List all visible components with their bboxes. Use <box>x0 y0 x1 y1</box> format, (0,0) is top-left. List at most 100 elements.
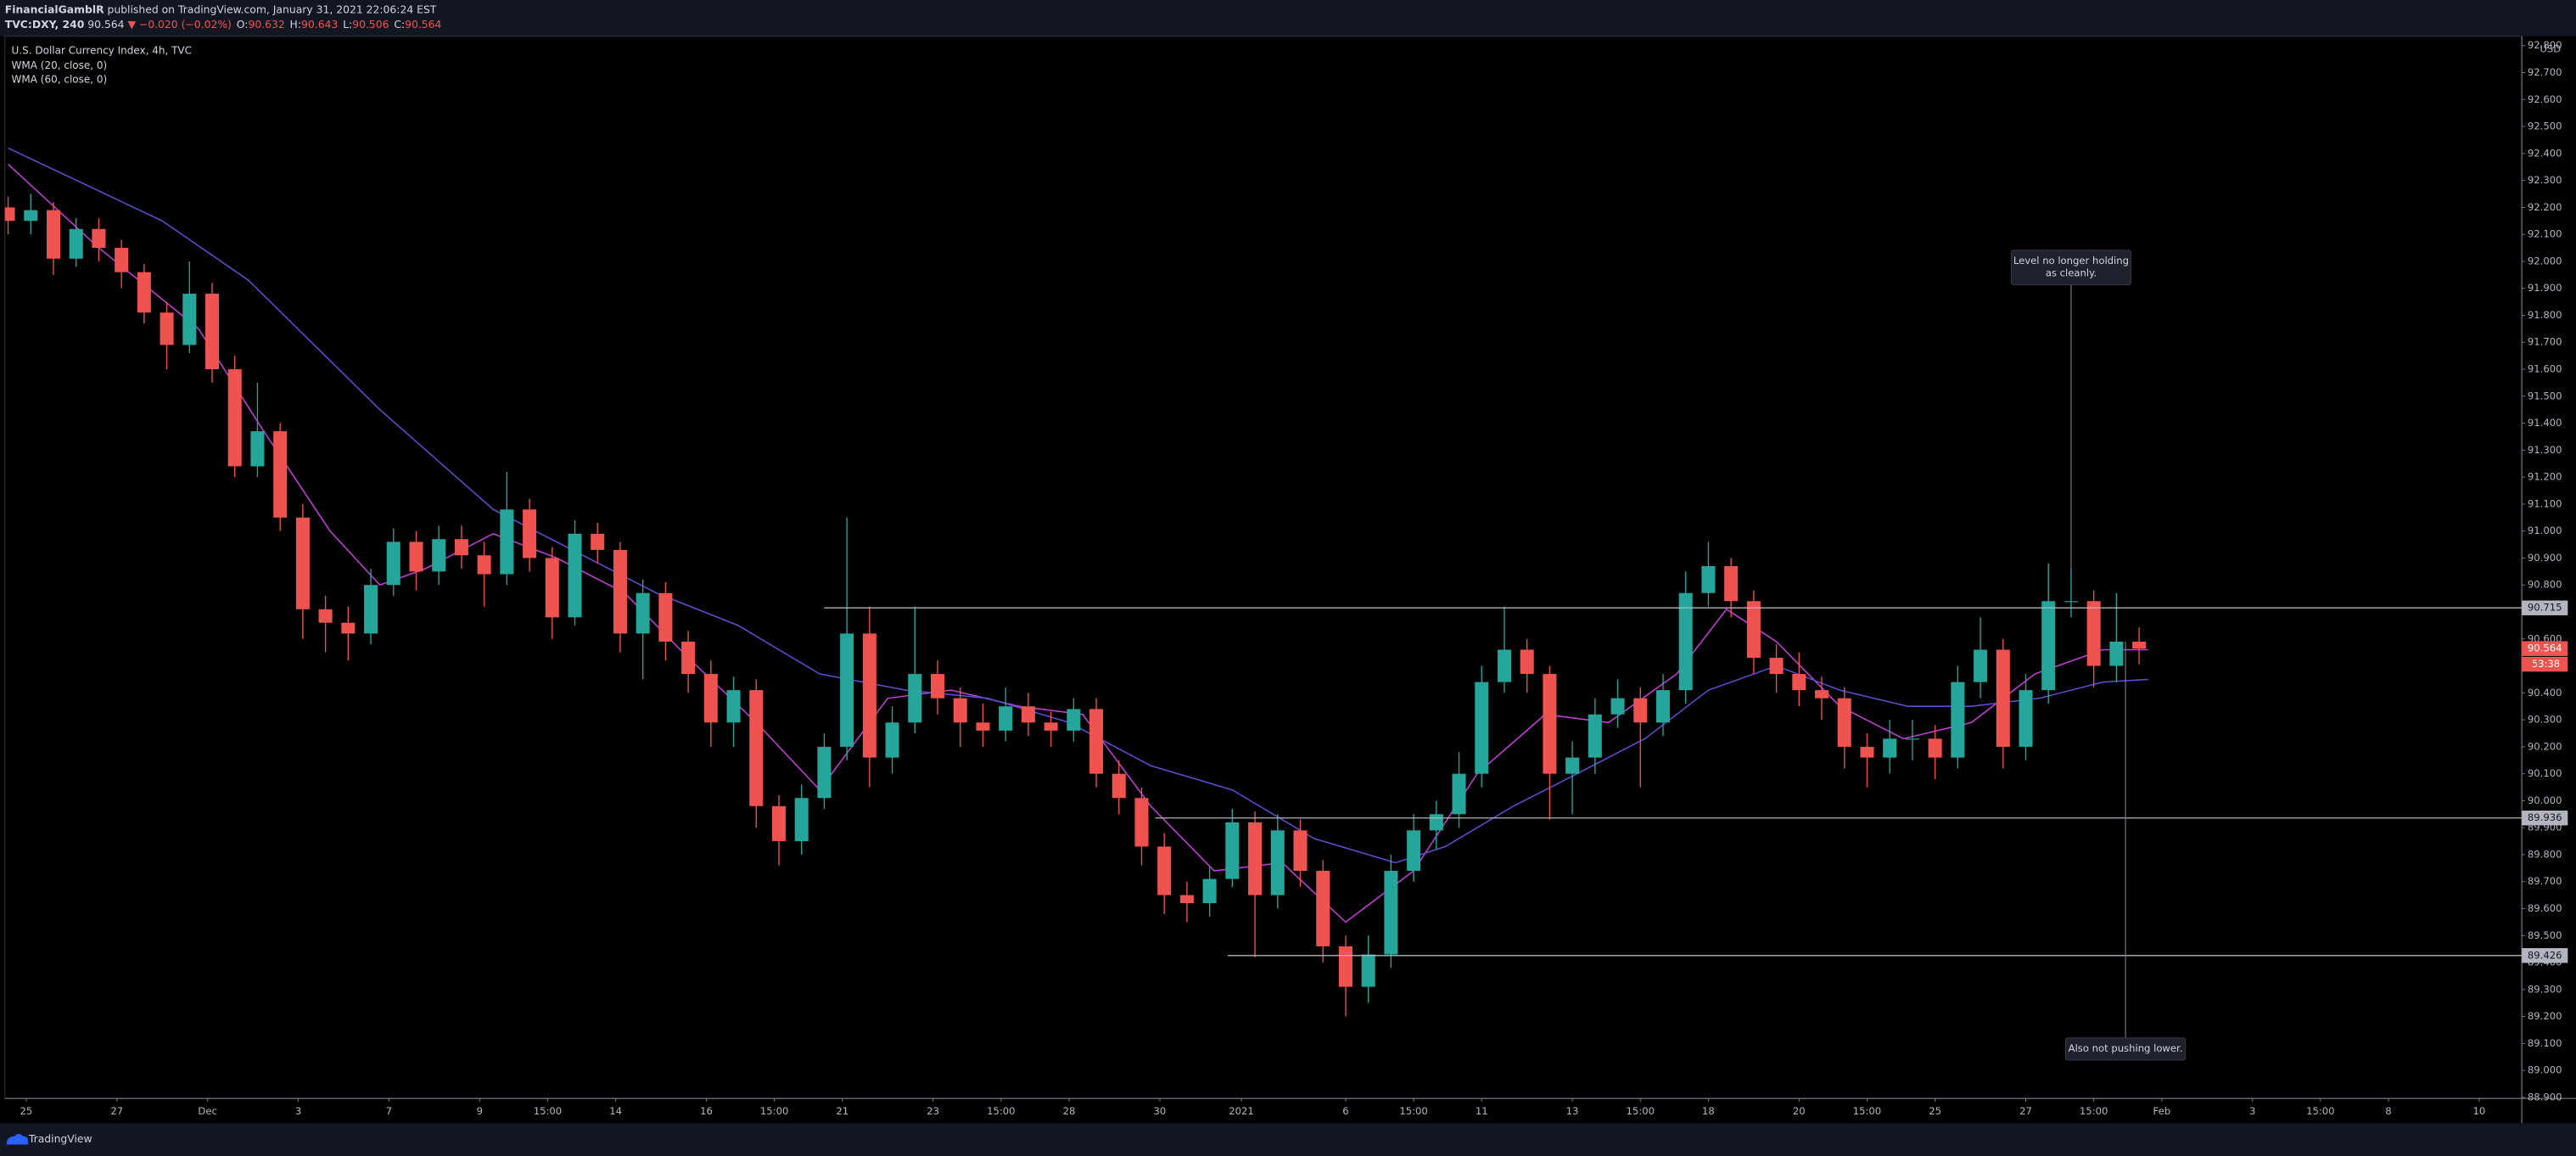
y-tick-label: 90.400 <box>2528 687 2562 699</box>
candle-body <box>1883 738 1897 758</box>
candle-body <box>681 641 696 675</box>
candle-body <box>69 228 83 259</box>
ohlc-label: L: <box>343 18 352 31</box>
candle-body <box>1543 674 1557 774</box>
published: published on TradingView.com, January 31… <box>108 3 437 15</box>
y-tick-label: 91.600 <box>2528 363 2562 375</box>
candle-body <box>1293 830 1308 872</box>
last: 90.564 <box>87 18 124 31</box>
y-tick-label: 89.000 <box>2528 1064 2562 1076</box>
x-tick-label: 14 <box>609 1105 622 1117</box>
candle-body <box>205 294 220 370</box>
y-tick-label: 92.600 <box>2528 93 2562 105</box>
x-tick-label: 16 <box>700 1105 713 1117</box>
candle-body <box>908 674 922 723</box>
x-tick-label: 15:00 <box>1399 1105 1427 1117</box>
x-tick-label: 9 <box>477 1105 483 1117</box>
y-tick-label: 89.100 <box>2528 1037 2562 1049</box>
x-tick-label: 18 <box>1702 1105 1715 1117</box>
candle-body <box>1179 895 1194 904</box>
candle-body <box>999 706 1013 731</box>
logo <box>6 1133 28 1145</box>
candle-body <box>2086 601 2101 666</box>
candle-body <box>726 690 741 723</box>
level-label: 90.715 <box>2528 602 2562 614</box>
y-tick-label: 89.500 <box>2528 929 2562 941</box>
x-tick-label: 15:00 <box>760 1105 788 1117</box>
y-tick-label: 92.300 <box>2528 174 2562 186</box>
x-tick-label: 15:00 <box>1853 1105 1881 1117</box>
candle-body <box>24 210 38 222</box>
candle-body <box>1021 706 1035 723</box>
y-tick-label: 91.000 <box>2528 525 2562 536</box>
candle-body <box>1860 746 1874 758</box>
candle-body <box>2109 641 2124 666</box>
y-tick-label: 91.300 <box>2528 444 2562 456</box>
candle-body <box>1678 592 1693 691</box>
level-label: 89.936 <box>2528 811 2562 823</box>
candle-body <box>46 210 61 259</box>
candle-body <box>341 622 356 634</box>
candle-body <box>1067 709 1081 731</box>
candle-body <box>137 272 151 313</box>
x-tick-label: 25 <box>1929 1105 1941 1117</box>
x-tick-label: 11 <box>1476 1105 1488 1117</box>
wma-line <box>8 147 2148 864</box>
candle-body <box>1588 714 1602 758</box>
y-tick-label: 90.200 <box>2528 740 2562 752</box>
x-tick-label: 15:00 <box>1627 1105 1655 1117</box>
candle-body <box>885 722 899 758</box>
candle-body <box>1112 773 1126 799</box>
quote-line: TVC:DXY, 240 90.564 ▼ −0.020 (−0.02%) O: 90.… <box>5 18 442 31</box>
ohlc-value: 90.506 <box>352 18 389 31</box>
candle-body <box>1361 954 1375 987</box>
x-tick-label: 27 <box>110 1105 123 1117</box>
candle-body <box>1951 682 1965 758</box>
candle-body <box>4 207 15 222</box>
ohlc-label: O: <box>237 18 249 31</box>
y-tick-label: 89.800 <box>2528 848 2562 860</box>
candle-body <box>1633 698 1648 723</box>
annotation-box <box>2010 250 2132 286</box>
candle-body <box>953 698 967 723</box>
candle-body <box>386 542 400 586</box>
y-tick-label: 92.000 <box>2528 255 2562 267</box>
x-tick-label: 21 <box>836 1105 848 1117</box>
x-tick-label: 15:00 <box>2080 1105 2108 1117</box>
wma-line <box>8 163 2148 923</box>
symbol: TVC:DXY, 240 <box>5 18 85 31</box>
annotation-text: as cleanly. <box>2046 267 2097 278</box>
candle-body <box>1905 738 1919 740</box>
y-tick-label: 91.700 <box>2528 336 2562 348</box>
publisher: FinancialGamblR <box>5 3 104 15</box>
candle-body <box>1316 871 1330 946</box>
candle-body <box>227 369 242 467</box>
brand: TradingView <box>28 1132 92 1145</box>
countdown-tag <box>2522 656 2568 672</box>
y-tick-label: 91.800 <box>2528 309 2562 321</box>
candle-body <box>591 533 605 550</box>
y-tick-label: 90.300 <box>2528 714 2562 726</box>
x-tick-label: 15:00 <box>534 1105 562 1117</box>
candle-body <box>1974 649 1988 682</box>
candle-body <box>1746 601 1761 659</box>
y-tick-label: 89.300 <box>2528 983 2562 995</box>
y-tick-label: 91.500 <box>2528 390 2562 401</box>
x-tick-label: 8 <box>2385 1105 2391 1117</box>
candle-body <box>273 431 288 518</box>
candle-body <box>1565 757 1580 774</box>
y-tick-label: 90.800 <box>2528 579 2562 591</box>
change: ▼ −0.020 (−0.02%) <box>127 18 231 31</box>
y-tick-label: 89.200 <box>2528 1010 2562 1022</box>
y-tick-label: 91.400 <box>2528 417 2562 429</box>
level-tag <box>2522 948 2568 963</box>
y-tick-label: 92.400 <box>2528 147 2562 159</box>
annotation-box <box>2064 1037 2187 1061</box>
x-tick-label: 23 <box>927 1105 939 1117</box>
publish-line: FinancialGamblR published on TradingView.… <box>5 3 437 15</box>
candle-body <box>862 633 876 758</box>
candle-body <box>658 592 673 642</box>
candle-body <box>182 294 197 345</box>
